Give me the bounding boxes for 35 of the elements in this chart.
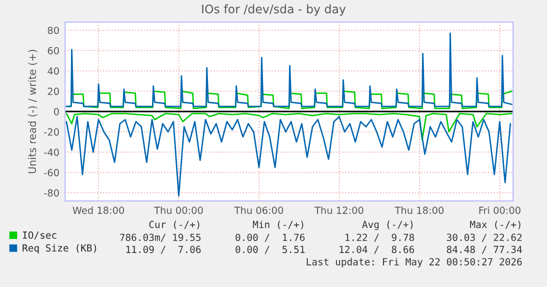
x-tick-label: Thu 18:00 [394, 206, 444, 214]
x-tick-label: Thu 00:00 [154, 206, 203, 214]
text: 11.09 / 7.06 [126, 246, 201, 254]
x-tick-label: Thu 06:00 [234, 206, 284, 214]
y-tick-label: 40 [48, 67, 59, 75]
y-tick-label: 20 [48, 88, 59, 96]
text: 786.03m/ 19.55 [120, 234, 201, 242]
line-series [66, 112, 512, 141]
text: Cur (-/+) [149, 220, 200, 230]
y-tick-label: 0 [54, 108, 59, 116]
text: 12.04 / 8.66 [340, 246, 414, 254]
y-tick-label: -40 [44, 148, 59, 156]
line-series [66, 116, 512, 197]
text: Max (-/+) [470, 220, 520, 230]
y-tick-label: -20 [44, 128, 59, 136]
text: 0.00 / 5.51 [236, 246, 305, 254]
text: 1.22 / 9.78 [346, 234, 414, 242]
text: 0.00 / 1.76 [236, 234, 305, 242]
text: Min (-/+) [252, 220, 304, 230]
x-tick-label: Thu 12:00 [314, 206, 364, 214]
y-axis-title: Units read (-) / write (+) [28, 50, 38, 174]
x-tick-label: Fri 00:00 [479, 206, 520, 214]
line-series [66, 32, 512, 108]
text: Avg (-/+) [362, 220, 413, 230]
legend-label: IO/sec [22, 231, 56, 240]
y-tick-label: -60 [44, 168, 59, 176]
y-tick-label: 60 [48, 47, 59, 54]
x-tick-label: Wed 18:00 [72, 206, 124, 214]
text: 84.48 / 77.34 [446, 246, 522, 254]
y-tick-label: -80 [44, 189, 59, 197]
chart-title: IOs for /dev/sda - by day [202, 4, 346, 16]
y-tick-label: 80 [48, 26, 59, 34]
text: Last update: Fri May 22 00:50:27 2026 [306, 258, 522, 268]
text: 30.03 / 22.62 [446, 234, 522, 242]
legend-label: Req Size (KB) [22, 244, 96, 254]
